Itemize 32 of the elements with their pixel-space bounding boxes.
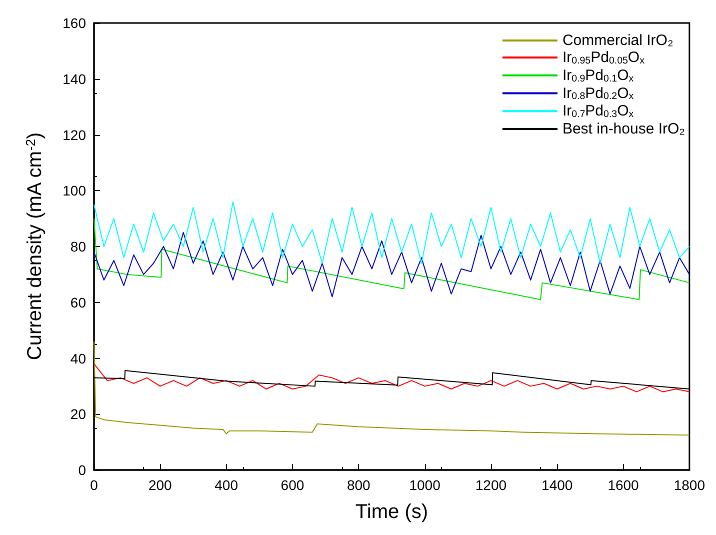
line-series [94, 232, 690, 298]
y-tick-label: 140 [62, 70, 86, 87]
x-tick-label: 1400 [542, 477, 573, 493]
y-tick-label: 40 [70, 350, 86, 366]
legend-label: Commercial IrO₂ [562, 32, 674, 49]
x-tick-label: 800 [346, 477, 371, 493]
legend-label: Ir0.9Pd0.1Ox [562, 66, 634, 84]
x-tick-label: 200 [148, 477, 172, 493]
legend-label: Ir0.8Pd0.2Ox [562, 84, 634, 102]
legend-label: Ir0.95Pd0.05Ox [562, 49, 645, 66]
y-tick-label: 160 [62, 15, 86, 31]
x-tick-label: 600 [280, 477, 304, 493]
y-tick-label: 120 [62, 126, 86, 143]
line-series [94, 363, 690, 392]
x-tick-label: 1600 [608, 477, 640, 493]
x-tick-label: 400 [214, 477, 238, 493]
x-tick-label: 1200 [475, 477, 507, 493]
x-tick-label: 1000 [409, 477, 441, 493]
x-axis-title: Time (s) [355, 501, 428, 523]
legend-label: Best in-house IrO₂ [562, 120, 686, 138]
y-tick-label: 60 [70, 294, 86, 310]
line-series [94, 201, 690, 264]
y-tick-label: 100 [62, 182, 86, 199]
line-series [94, 218, 690, 300]
legend-label: Ir0.7Pd0.3Ox [562, 102, 634, 120]
y-tick-label: 0 [78, 462, 86, 478]
line-series [94, 340, 690, 436]
y-tick-label: 80 [70, 238, 86, 254]
x-tick-label: 1800 [674, 477, 706, 493]
y-tick-label: 20 [70, 406, 86, 422]
x-tick-label: 0 [90, 477, 98, 493]
y-axis-title: Current density (mA cm-2) [23, 132, 46, 360]
